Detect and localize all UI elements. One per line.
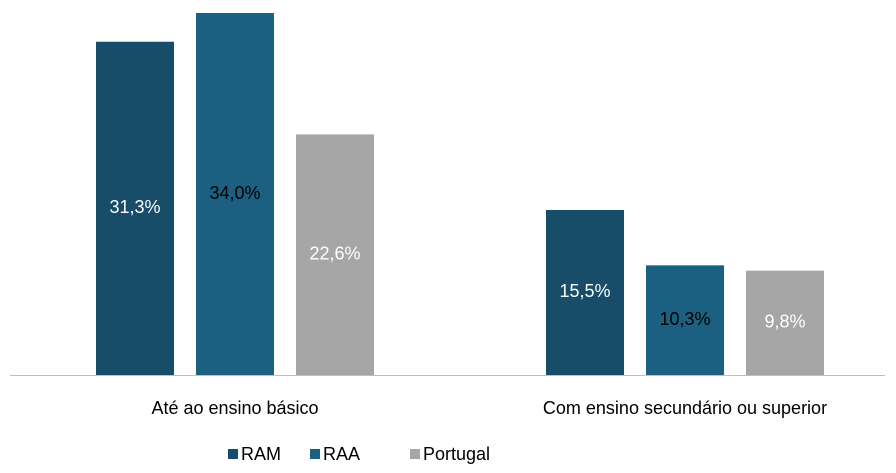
data-label: 31,3% — [109, 197, 160, 217]
legend-swatch — [410, 449, 420, 459]
bar — [646, 265, 724, 375]
bar — [296, 134, 374, 375]
legend-label: RAM — [241, 444, 281, 464]
bar — [546, 209, 624, 375]
data-label: 15,5% — [559, 281, 610, 301]
x-tick-label: Até ao ensino básico — [151, 398, 318, 418]
x-tick-label: Com ensino secundário ou superior — [543, 398, 827, 418]
legend-label: Portugal — [423, 444, 490, 464]
data-label: 10,3% — [659, 309, 710, 329]
legend-label: RAA — [323, 444, 360, 464]
bar — [746, 270, 824, 375]
data-label: 34,0% — [209, 183, 260, 203]
legend-swatch — [310, 449, 320, 459]
bar — [96, 41, 174, 375]
legend-swatch — [228, 449, 238, 459]
bar — [196, 13, 274, 375]
data-label: 9,8% — [764, 312, 805, 332]
data-label: 22,6% — [309, 243, 360, 263]
